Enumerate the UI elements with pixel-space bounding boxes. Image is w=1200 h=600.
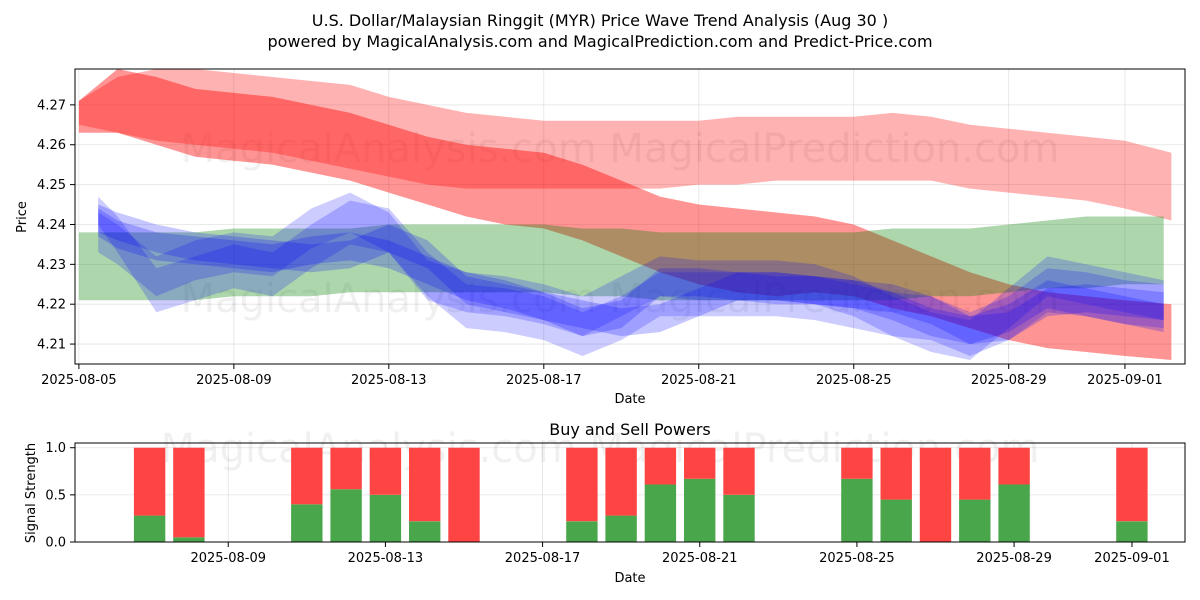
- price-band-blue-band-3: [98, 192, 1164, 360]
- buy-bar: [133, 515, 166, 542]
- price-band-blue-band-1: [98, 204, 1164, 345]
- price-y-tick-label: 4.24: [37, 218, 66, 233]
- price-watermark-1: MagicalAnalysis.com MagicalPrediction.co…: [181, 126, 1060, 172]
- signal-x-tick-label: 2025-08-13: [348, 551, 424, 566]
- buy-bar: [998, 484, 1030, 542]
- price-axes: MagicalAnalysis.com MagicalPrediction.co…: [15, 68, 1186, 407]
- signal-y-tick-label: 0.5: [45, 488, 66, 503]
- price-x-tick-label: 2025-08-29: [971, 373, 1047, 388]
- price-y-tick-label: 4.26: [37, 138, 66, 153]
- price-bands: [78, 69, 1172, 360]
- price-y-label: Price: [15, 201, 30, 233]
- buy-bar: [644, 484, 677, 542]
- price-x-tick-label: 2025-09-01: [1087, 373, 1163, 388]
- price-x-ticks: 2025-08-05 2025-08-09 2025-08-13 2025-08-17…: [41, 364, 1163, 388]
- sell-bar: [723, 447, 755, 495]
- signal-title: Buy and Sell Powers: [549, 420, 711, 439]
- price-x-label: Date: [614, 392, 645, 407]
- chart-title-line1: U.S. Dollar/Malaysian Ringgit (MYR) Pric…: [312, 11, 888, 30]
- sell-bar: [330, 447, 362, 490]
- buy-bar: [566, 521, 598, 542]
- sell-bar: [173, 447, 205, 538]
- price-x-tick-label: 2025-08-05: [41, 373, 117, 388]
- buy-bar: [1116, 521, 1148, 542]
- price-band-blue-band-4: [98, 208, 1164, 345]
- price-y-tick-label: 4.21: [37, 338, 66, 353]
- price-y-tick-label: 4.25: [37, 178, 66, 193]
- price-x-tick-label: 2025-08-09: [196, 373, 272, 388]
- signal-y-ticks: 0.0 0.5 1.0: [45, 441, 75, 551]
- buy-bar: [291, 504, 323, 542]
- buy-bar: [369, 494, 402, 542]
- buy-bar: [173, 537, 205, 542]
- sell-bar: [566, 447, 598, 522]
- price-y-tick-label: 4.27: [37, 98, 66, 113]
- signal-x-ticks: 2025-08-09 2025-08-13 2025-08-17 2025-08-21…: [190, 542, 1170, 566]
- price-band-green-band: [78, 216, 1164, 301]
- sell-bar: [841, 447, 873, 479]
- buy-bar: [841, 478, 873, 542]
- chart-title-line2: powered by MagicalAnalysis.com and Magic…: [267, 32, 932, 51]
- price-watermark-2: MagicalAnalysis.com MagicalPrediction.co…: [181, 276, 1060, 322]
- price-band-red-band-main: [78, 69, 1172, 360]
- price-x-tick-label: 2025-08-13: [351, 373, 427, 388]
- price-band-red-band-upper: [78, 69, 1172, 221]
- buy-bar: [684, 478, 716, 542]
- sell-bar: [369, 447, 402, 495]
- signal-x-tick-label: 2025-08-09: [190, 551, 266, 566]
- signal-y-tick-label: 1.0: [45, 441, 66, 456]
- signal-x-tick-label: 2025-08-29: [976, 551, 1052, 566]
- sell-bar: [409, 447, 441, 522]
- price-y-ticks: 4.21 4.22 4.23 4.24 4.25 4.26 4.27: [37, 98, 75, 353]
- signal-y-tick-label: 0.0: [45, 536, 66, 551]
- sell-bar: [684, 447, 716, 479]
- price-y-tick-label: 4.22: [37, 298, 66, 313]
- price-x-tick-label: 2025-08-17: [506, 373, 582, 388]
- price-band-blue-band-2: [98, 196, 1164, 356]
- signal-x-label: Date: [614, 571, 645, 586]
- price-y-tick-label: 4.23: [37, 258, 66, 273]
- sell-bar: [291, 447, 323, 505]
- signal-x-tick-label: 2025-08-21: [662, 551, 738, 566]
- price-x-tick-label: 2025-08-21: [661, 373, 737, 388]
- price-grid: [75, 69, 1185, 364]
- signal-axes: Buy and Sell Powers MagicalAnalysis.com …: [24, 420, 1186, 586]
- sell-bar: [880, 447, 912, 500]
- buy-bar: [409, 521, 441, 542]
- sell-bar: [998, 447, 1030, 485]
- sell-bar: [133, 447, 166, 516]
- signal-x-tick-label: 2025-08-17: [505, 551, 581, 566]
- signal-bars: [133, 447, 1148, 542]
- buy-bar: [330, 489, 362, 542]
- price-x-tick-label: 2025-08-25: [816, 373, 892, 388]
- sell-bar: [605, 447, 637, 516]
- buy-bar: [605, 515, 637, 542]
- signal-y-label: Signal Strength: [24, 443, 39, 543]
- signal-plot-frame: [74, 442, 1186, 543]
- buy-bar: [723, 494, 755, 542]
- sell-bar: [919, 447, 952, 542]
- signal-x-tick-label: 2025-08-25: [819, 551, 895, 566]
- price-plot-area: [75, 69, 1185, 364]
- buy-bar: [959, 499, 991, 542]
- sell-bar: [448, 447, 480, 542]
- sell-bar: [1116, 447, 1148, 522]
- sell-bar: [644, 447, 677, 485]
- signal-x-tick-label: 2025-09-01: [1094, 551, 1170, 566]
- buy-bar: [880, 499, 912, 542]
- price-plot-frame: [74, 68, 1186, 365]
- sell-bar: [959, 447, 991, 500]
